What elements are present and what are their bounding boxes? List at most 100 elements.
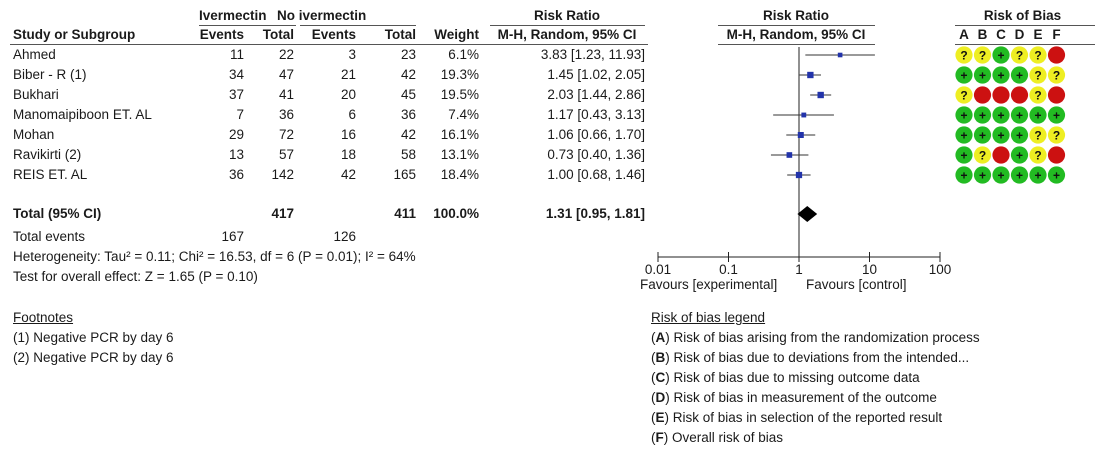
study-events2: 6 <box>348 107 356 122</box>
legend-letter: C <box>655 370 666 385</box>
legend-title: Risk of bias legend <box>651 310 766 325</box>
x-tick-label: 0.1 <box>719 262 738 277</box>
total-events-label: Total events <box>13 229 86 244</box>
study-events2: 3 <box>348 47 356 62</box>
x-tick-label: 10 <box>862 262 877 277</box>
study-ci: 1.06 [0.66, 1.70] <box>547 127 645 142</box>
bias-dot <box>1029 86 1047 104</box>
study-estimate-marker <box>807 71 814 79</box>
bias-symbol: + <box>979 69 986 83</box>
bias-dot <box>973 46 992 64</box>
bias-dot <box>1047 126 1066 144</box>
risk-ratio-underline <box>490 25 645 26</box>
legend-letter: F <box>655 430 664 445</box>
study-estimate-marker <box>817 91 824 99</box>
bias-symbol: + <box>1034 109 1041 123</box>
bias-dot <box>955 66 973 84</box>
total-label: Total (95% CI) <box>13 206 102 221</box>
x-tick-label: 0.01 <box>645 262 671 277</box>
bias-dot <box>973 86 992 104</box>
bias-dot <box>955 166 973 184</box>
study-ci: 3.83 [1.23, 11.93] <box>540 47 645 62</box>
events1-header: Events <box>199 27 244 42</box>
legend-paren-close: ) <box>664 410 670 425</box>
bias-symbol: + <box>1016 129 1023 143</box>
bias-symbol: + <box>1053 169 1060 183</box>
study-events2: 42 <box>340 167 356 182</box>
pooled-estimate-diamond <box>797 206 818 222</box>
bias-dot <box>973 146 992 164</box>
bias-dot <box>1010 86 1029 104</box>
bias-dot <box>1029 66 1047 84</box>
x-tick-label: 1 <box>795 262 803 277</box>
bias-symbol: + <box>997 69 1004 83</box>
bias-dot <box>1010 166 1029 184</box>
bias-dot <box>1010 66 1029 84</box>
study-events1: 13 <box>228 147 244 162</box>
legend-text: Risk of bias in selection of the reporte… <box>669 410 943 425</box>
bias-dot <box>1029 46 1047 64</box>
legend-paren-open: ( <box>651 330 656 345</box>
study-ci: 1.00 [0.68, 1.46] <box>547 167 645 182</box>
study-name: Ahmed <box>13 47 56 62</box>
legend-letter: E <box>655 410 665 425</box>
bias-symbol: + <box>997 49 1004 63</box>
legend-paren-close: ) <box>663 430 669 445</box>
bias-symbol: ? <box>1034 129 1041 143</box>
study-events1: 7 <box>236 107 244 122</box>
bias-dot <box>973 126 992 144</box>
bias-symbol: ? <box>1034 49 1041 63</box>
bias-symbol: + <box>997 129 1004 143</box>
study-total1: 57 <box>278 147 294 162</box>
study-column-header: Study or Subgroup <box>13 27 136 42</box>
bias-symbol: + <box>960 129 967 143</box>
bias-symbol: + <box>979 109 986 123</box>
bias-symbol: + <box>1016 109 1023 123</box>
legend-paren-open: ( <box>651 390 656 405</box>
group2-header: No ivermectin <box>277 8 367 23</box>
study-name: Biber - R (1) <box>13 67 87 82</box>
legend-paren-open: ( <box>651 410 656 425</box>
bias-symbol: + <box>1016 69 1023 83</box>
legend-item: (A) Risk of bias arising from the random… <box>651 330 980 346</box>
study-events1: 34 <box>228 67 244 82</box>
bias-dot <box>973 66 992 84</box>
bias-symbol: ? <box>1016 49 1023 63</box>
heterogeneity-text: Heterogeneity: Tau² = 0.11; Chi² = 16.53… <box>13 249 416 264</box>
legend-item: (B) Risk of bias due to deviations from … <box>651 350 969 366</box>
risk-of-bias-header: Risk of Bias <box>983 8 1062 23</box>
bias-dot <box>1029 166 1047 184</box>
study-total1: 41 <box>278 87 294 102</box>
bias-symbol: + <box>1016 169 1023 183</box>
study-total2: 23 <box>400 47 416 62</box>
bias-dot <box>955 86 973 104</box>
risk-ratio-plot-underline <box>718 25 875 26</box>
study-total2: 45 <box>400 87 416 102</box>
bias-symbol: + <box>979 169 986 183</box>
bias-symbol: + <box>960 69 967 83</box>
study-total1: 72 <box>278 127 294 142</box>
study-total1: 36 <box>278 107 294 122</box>
legend-item: (E) Risk of bias in selection of the rep… <box>651 410 942 426</box>
bias-dot <box>955 146 973 164</box>
legend-text: Overall risk of bias <box>668 430 784 445</box>
bias-letter-d: D <box>1014 27 1025 42</box>
study-weight: 18.4% <box>440 167 479 182</box>
legend-item: (C) Risk of bias due to missing outcome … <box>651 370 920 386</box>
legend-letter: A <box>655 330 666 345</box>
study-estimate-marker <box>797 131 804 139</box>
study-total1: 142 <box>271 167 294 182</box>
study-events1: 11 <box>229 47 244 62</box>
legend-paren-open: ( <box>651 430 656 445</box>
bias-symbol: + <box>1016 149 1023 163</box>
study-weight: 19.3% <box>440 67 479 82</box>
study-weight: 19.5% <box>440 87 479 102</box>
study-name: Ravikirti (2) <box>13 147 82 162</box>
risk-of-bias-underline <box>955 25 1095 26</box>
bias-symbol: ? <box>960 49 967 63</box>
bias-dot <box>1047 86 1066 104</box>
bias-dot <box>1047 106 1066 124</box>
study-total2: 36 <box>400 107 416 122</box>
bias-dot <box>1010 106 1029 124</box>
